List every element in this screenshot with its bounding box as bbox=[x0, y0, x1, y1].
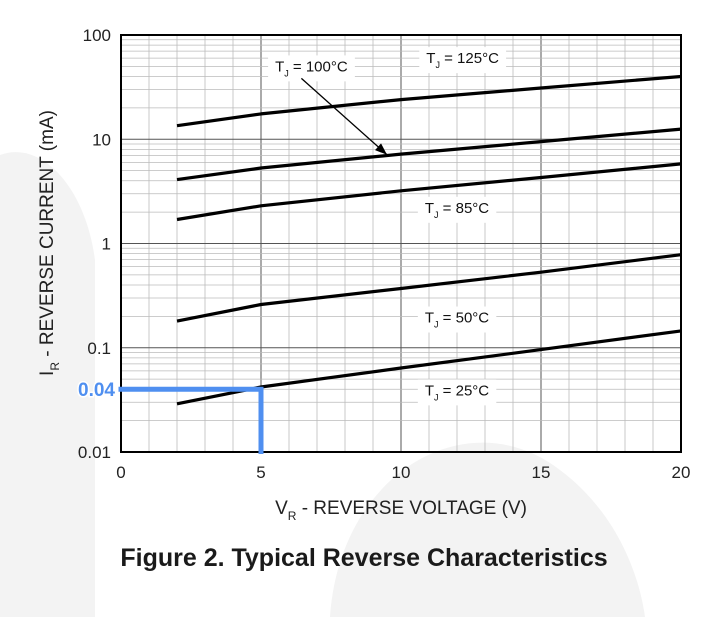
label-arrow-head bbox=[375, 143, 387, 155]
y-axis-label-rest: - REVERSE CURRENT (mA) bbox=[37, 110, 58, 362]
series-line-3 bbox=[176, 253, 682, 323]
series-label-text: TJ = 50°C bbox=[425, 310, 489, 330]
series-label-bg bbox=[417, 379, 497, 406]
y-tick-label: 100 bbox=[83, 26, 111, 45]
y-axis-label: IR - REVERSE CURRENT (mA) bbox=[37, 110, 62, 376]
series-label-post: = 25°C bbox=[439, 382, 490, 399]
x-tick-label: 5 bbox=[256, 463, 265, 482]
annotation: 0.04 bbox=[77, 379, 264, 454]
x-tick-label: 20 bbox=[672, 463, 691, 482]
series-line-0 bbox=[176, 74, 682, 128]
series-labels: TJ = 125°CTJ = 100°CTJ = 85°CTJ = 50°CTJ… bbox=[268, 47, 507, 406]
series-label-post: = 125°C bbox=[440, 50, 499, 67]
y-axis-label-main: I bbox=[37, 371, 58, 376]
series-label-text: TJ = 125°C bbox=[426, 50, 499, 70]
series-label-bg bbox=[417, 196, 497, 223]
figure-caption: Figure 2. Typical Reverse Characteristic… bbox=[120, 544, 608, 572]
x-axis-label-main: V bbox=[275, 498, 288, 519]
series-label-text: TJ = 100°C bbox=[275, 58, 348, 78]
series-label-bg bbox=[419, 47, 507, 74]
y-axis-label-sub: R bbox=[48, 362, 62, 371]
series-label-sub: J bbox=[284, 68, 289, 78]
series-label-bg bbox=[417, 306, 497, 333]
label-arrow-line bbox=[300, 77, 388, 156]
series-group bbox=[176, 74, 682, 406]
series-label-sub: J bbox=[434, 320, 439, 330]
series-label-sub: J bbox=[434, 210, 439, 220]
series-label-sub: J bbox=[435, 60, 440, 70]
x-tick-label: 15 bbox=[532, 463, 551, 482]
series-label-text: TJ = 25°C bbox=[425, 382, 489, 402]
y-tick-label: 0.1 bbox=[87, 339, 111, 358]
x-tick-label: 0 bbox=[116, 463, 125, 482]
series-label-0: TJ = 125°C bbox=[419, 47, 507, 74]
y-tick-label: 0.01 bbox=[78, 443, 111, 462]
x-axis-label-sub: R bbox=[288, 509, 297, 523]
series-label-bg bbox=[268, 55, 355, 82]
plot-frame bbox=[120, 34, 682, 453]
series-label-3: TJ = 50°C bbox=[417, 306, 497, 333]
series-label-post: = 50°C bbox=[439, 310, 490, 327]
series-label-pre: T bbox=[425, 310, 434, 327]
x-tick-label: 10 bbox=[392, 463, 411, 482]
x-axis-label-rest: - REVERSE VOLTAGE (V) bbox=[296, 498, 527, 519]
x-axis-label: VR - REVERSE VOLTAGE (V) bbox=[275, 498, 527, 523]
series-label-pre: T bbox=[425, 382, 434, 399]
series-label-text: TJ = 85°C bbox=[425, 200, 489, 220]
series-label-4: TJ = 25°C bbox=[417, 379, 497, 406]
series-label-2: TJ = 85°C bbox=[417, 196, 497, 223]
y-tick-label: 10 bbox=[92, 130, 111, 149]
series-label-pre: T bbox=[425, 200, 434, 217]
annotation-label: 0.04 bbox=[78, 380, 115, 401]
series-label-pre: T bbox=[426, 50, 435, 67]
series-label-post: = 100°C bbox=[289, 58, 348, 75]
series-line-1 bbox=[176, 127, 682, 182]
series-label-sub: J bbox=[434, 392, 439, 402]
y-tick-label: 1 bbox=[102, 235, 111, 254]
series-label-pre: T bbox=[275, 58, 284, 75]
series-line-2 bbox=[176, 162, 682, 222]
series-label-1: TJ = 100°C bbox=[268, 55, 388, 156]
series-label-post: = 85°C bbox=[439, 200, 490, 217]
series-line-4 bbox=[176, 329, 682, 406]
tick-labels: 0 5 10 15 20 0.01 0.1 1 10 100 bbox=[78, 26, 691, 482]
